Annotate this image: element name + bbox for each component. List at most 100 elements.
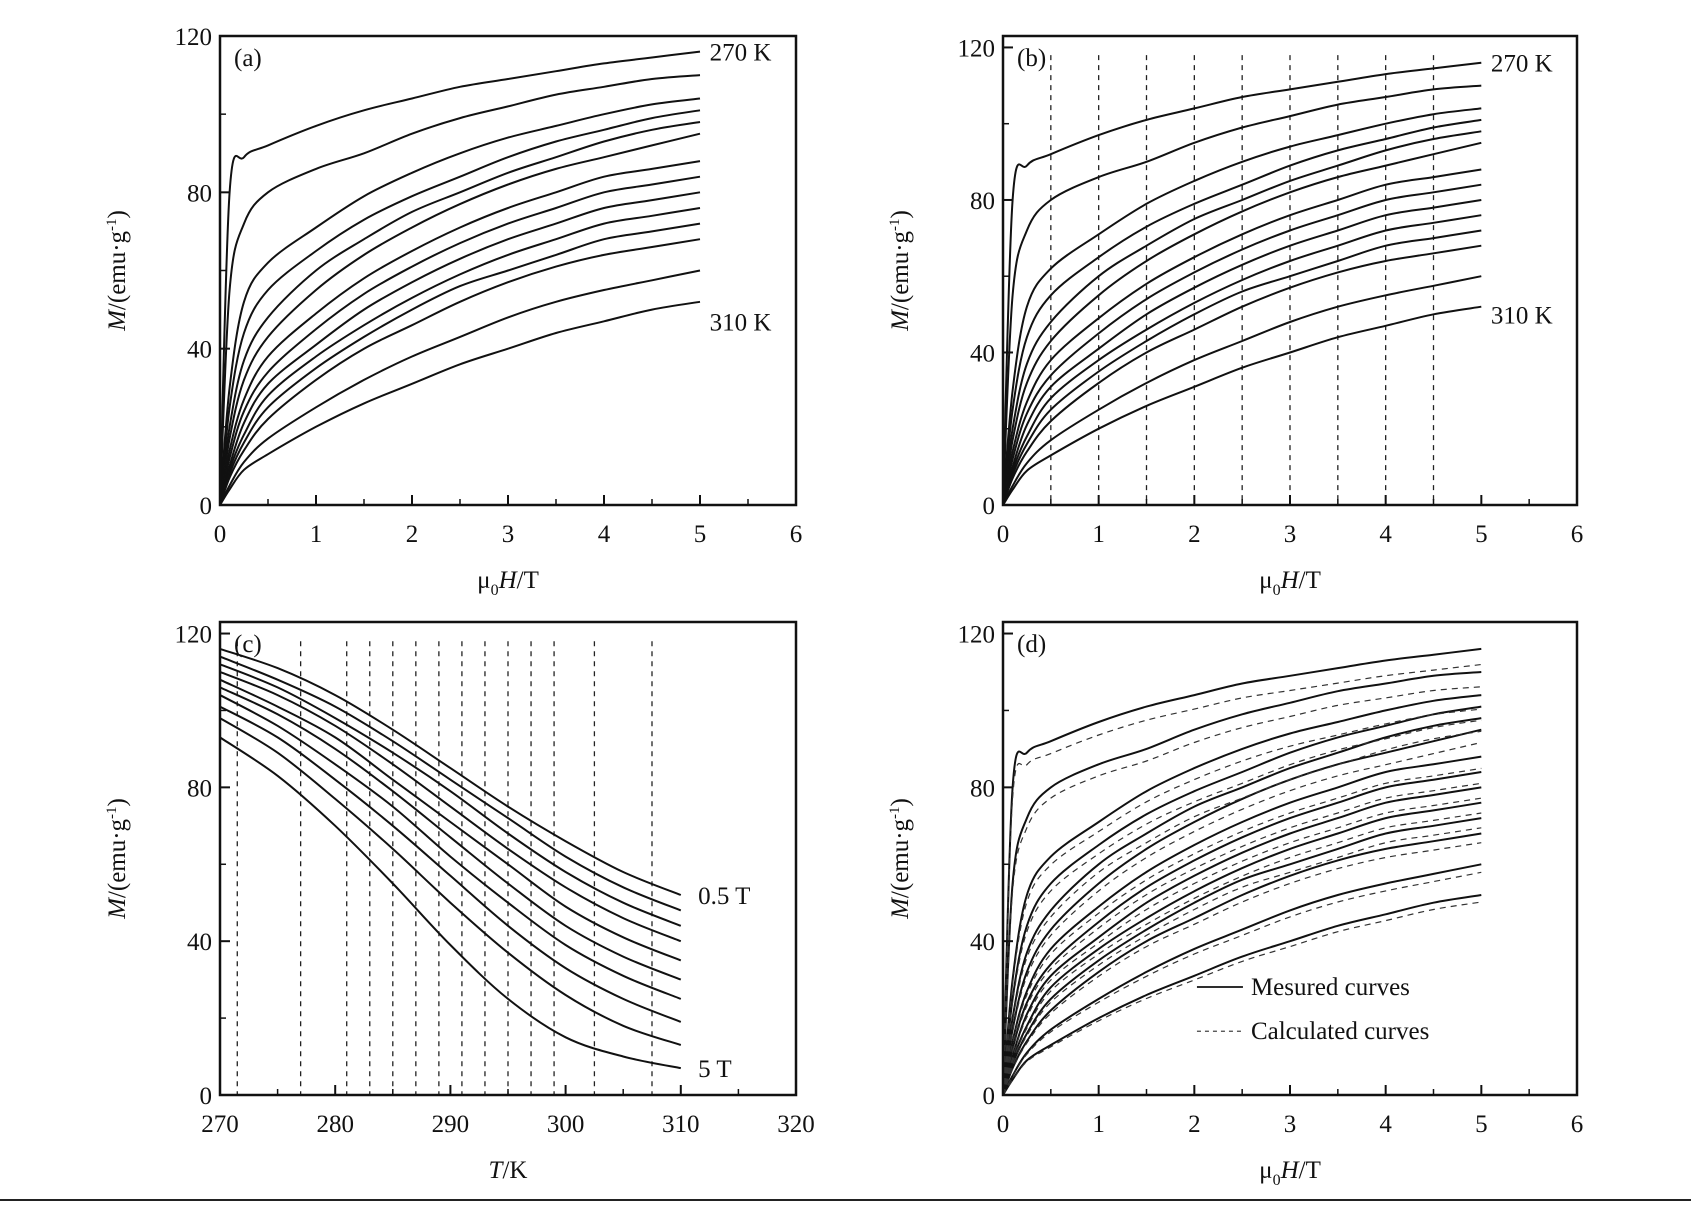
measured-curve — [1002, 728, 1482, 1096]
legend: Mesured curves Calculated curves — [1196, 974, 1429, 1045]
x-tick-label: 270 — [201, 1111, 239, 1138]
measured-curve — [1002, 755, 1482, 1096]
x-tick-label: 4 — [1379, 1111, 1392, 1138]
series-line — [219, 694, 682, 1000]
x-tick-label: 290 — [432, 1111, 470, 1138]
x-tick-label: 310 — [662, 1111, 700, 1138]
calculated-curve — [1002, 686, 1482, 1096]
measured-curve — [219, 191, 701, 506]
measured-curve — [1002, 244, 1482, 506]
x-tick-label: 3 — [502, 521, 515, 548]
y-axis-title-unit: /(emu·g — [887, 230, 914, 310]
calculated-curve — [1002, 871, 1482, 1096]
x-axis-title-sub: 0 — [1273, 582, 1281, 599]
curve-annotation: 310 K — [1491, 302, 1553, 329]
y-tick-label: 120 — [175, 24, 213, 51]
x-axis-title: μ0H/T — [1259, 567, 1321, 599]
x-tick-label: 5 — [1475, 1111, 1488, 1138]
y-axis-title-close: ) — [104, 798, 131, 806]
x-axis-title-sub: 0 — [1273, 1172, 1281, 1189]
y-axis-title: M/(emu·g-1) — [104, 798, 131, 920]
x-tick-label: 5 — [1475, 521, 1488, 548]
calculated-curve — [1002, 782, 1482, 1096]
calculated-curve — [1002, 797, 1482, 1096]
legend-measured-label: Mesured curves — [1251, 974, 1410, 1001]
y-tick-label: 40 — [970, 340, 995, 367]
measured-curve — [1002, 183, 1482, 506]
y-tick-label: 80 — [970, 775, 995, 802]
x-tick-label: 3 — [1284, 1111, 1297, 1138]
x-axis-title-mu: μ — [1259, 567, 1272, 594]
measured-curve — [219, 97, 701, 506]
panel-label: (a) — [234, 45, 262, 72]
measured-curve — [1002, 275, 1482, 506]
measured-curve — [1002, 817, 1482, 1096]
y-axis-title-var: M — [104, 897, 131, 920]
y-axis-title-sup: -1 — [104, 218, 120, 231]
measured-curve — [1002, 832, 1482, 1096]
measured-curve — [1002, 786, 1482, 1096]
y-axis-title: M/(emu·g-1) — [104, 210, 131, 332]
measured-curve — [1002, 863, 1482, 1096]
y-axis-title-unit: /(emu·g — [887, 818, 914, 898]
y-axis-title-unit: /(emu·g — [104, 230, 131, 310]
measured-curve — [1002, 61, 1482, 506]
measured-curve — [1002, 671, 1482, 1096]
x-axis-title-unit: /K — [502, 1157, 527, 1184]
measured-curve — [1002, 118, 1482, 506]
series-line — [219, 686, 682, 981]
y-tick-label: 80 — [970, 188, 995, 215]
x-tick-label: 1 — [1092, 521, 1105, 548]
y-axis-title-var: M — [104, 309, 131, 332]
measured-curve — [219, 269, 701, 506]
calculated-curve — [1002, 812, 1482, 1096]
x-tick-label: 5 — [694, 521, 707, 548]
y-tick-label: 0 — [983, 1083, 996, 1110]
curve-annotation: 310 K — [710, 309, 772, 336]
x-tick-label: 320 — [777, 1111, 815, 1138]
y-tick-label: 120 — [175, 622, 213, 649]
y-tick-label: 0 — [200, 1083, 213, 1110]
x-axis-title-var: T — [489, 1157, 505, 1184]
measured-curve — [1002, 199, 1482, 506]
y-axis-title-var: M — [887, 897, 914, 920]
x-axis-title-mu: μ — [1259, 1157, 1272, 1184]
x-tick-label: 4 — [1379, 521, 1392, 548]
calculated-curve — [1002, 719, 1482, 1096]
y-axis-title: M/(emu·g-1) — [887, 798, 914, 920]
y-axis-title-var: M — [887, 309, 914, 332]
y-tick-label: 0 — [200, 493, 213, 520]
measured-curve — [219, 132, 701, 506]
y-axis-title-close: ) — [887, 210, 914, 218]
y-tick-label: 0 — [983, 493, 996, 520]
series-line — [219, 663, 682, 927]
measured-curve — [1002, 130, 1482, 506]
series-line — [219, 717, 682, 1046]
x-tick-label: 2 — [406, 521, 419, 548]
x-axis-title-unit: /T — [1299, 567, 1321, 594]
measured-curve — [1002, 694, 1482, 1096]
series-line — [219, 647, 682, 896]
calculated-curve — [1002, 767, 1482, 1096]
series-line — [219, 678, 682, 962]
y-axis-title-sup: -1 — [887, 806, 903, 819]
calculated-curve — [1002, 827, 1482, 1096]
x-tick-label: 2 — [1188, 521, 1201, 548]
measured-curve — [1002, 705, 1482, 1096]
measured-curve — [1002, 107, 1482, 506]
x-tick-label: 6 — [1571, 1111, 1584, 1138]
measured-curve — [219, 74, 701, 506]
y-tick-label: 80 — [187, 775, 212, 802]
curve-annotation: 5 T — [698, 1056, 732, 1083]
x-tick-label: 3 — [1284, 521, 1297, 548]
x-tick-label: 2 — [1188, 1111, 1201, 1138]
y-tick-label: 120 — [958, 622, 996, 649]
y-axis-title-close: ) — [104, 210, 131, 218]
y-tick-label: 120 — [958, 35, 996, 62]
series-line — [219, 736, 681, 1070]
x-axis-title: T/K — [489, 1157, 528, 1184]
measured-curve — [219, 175, 701, 506]
